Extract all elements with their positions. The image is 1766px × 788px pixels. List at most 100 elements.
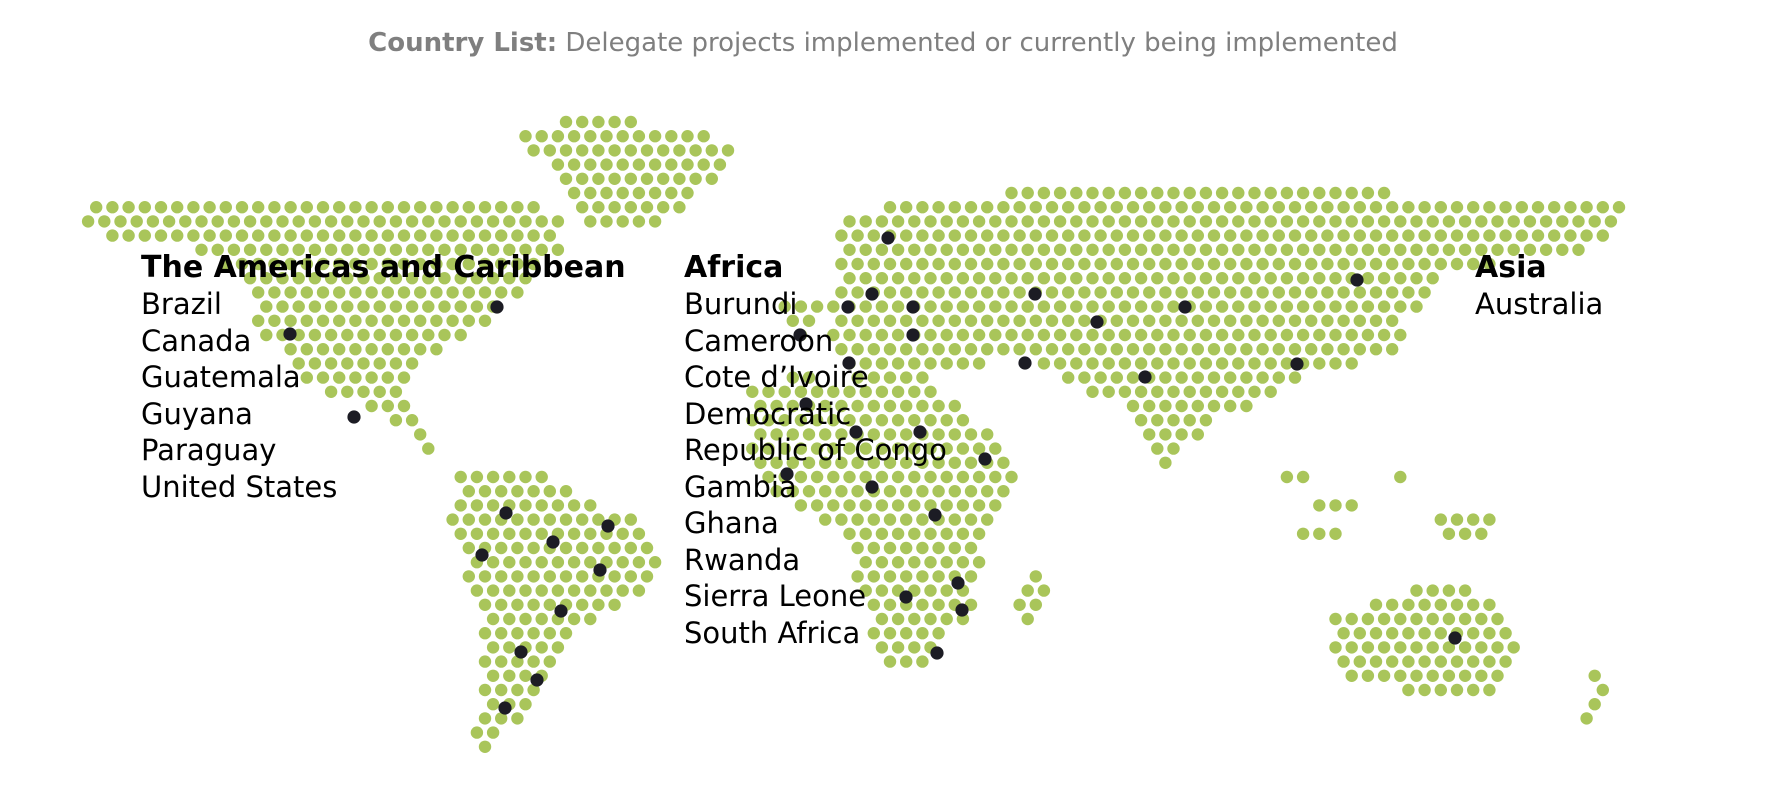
land-dot [252,229,265,242]
land-dot [1394,612,1407,626]
land-dot [794,414,808,427]
land-dot [786,485,799,498]
land-dot [632,527,646,540]
land-dot [1215,385,1229,398]
land-dot [1086,243,1099,256]
land-dot [1102,243,1115,256]
land-dot [511,485,524,498]
land-dot [681,186,694,200]
land-dot [1288,229,1302,242]
land-dot [883,428,897,441]
land-dot [1199,328,1213,342]
land-dot [859,300,872,313]
land-dot [535,130,548,143]
land-dot [916,229,929,242]
land-dot [1313,215,1326,228]
land-dot [1418,598,1431,611]
land-dot [486,669,500,682]
land-dot [908,641,921,654]
land-dot [632,584,646,597]
land-dot [1183,414,1196,427]
land-dot [1248,357,1261,370]
land-dot [1159,428,1172,441]
land-dot [1377,186,1391,200]
land-dot [1329,499,1342,512]
land-dot [478,286,492,299]
land-dot [478,683,492,697]
land-dot [1426,641,1439,654]
land-dot [1167,385,1180,398]
land-dot [657,172,670,185]
land-dot [1394,272,1407,285]
land-dot [1361,669,1375,682]
land-dot [1224,201,1237,214]
land-dot [1450,683,1464,697]
land-dot [1191,201,1205,214]
land-dot [1215,215,1229,228]
land-dot [1207,343,1221,356]
land-dot [1369,655,1383,668]
land-dot [810,470,824,484]
land-dot [405,272,419,285]
land-dot [859,272,872,285]
land-dot [1264,243,1277,256]
land-dot [405,300,419,313]
land-dot [1045,343,1059,356]
land-dot [478,314,492,327]
land-dot [405,215,419,228]
land-dot [1215,272,1229,285]
land-dot [843,215,856,228]
land-dot [316,286,330,299]
land-dot [1329,300,1342,313]
land-dot [867,343,880,356]
region-title-americas: The Americas and Caribbean [141,250,626,285]
land-dot [1151,300,1164,313]
land-dot [284,257,297,271]
land-dot [527,485,540,498]
land-dot [867,428,880,441]
land-dot [470,215,484,228]
land-dot [1402,655,1415,668]
land-dot [1256,229,1269,242]
land-dot [1442,584,1456,597]
land-dot [333,314,346,327]
land-dot [762,442,775,455]
country-item: Australia [1475,287,1604,321]
land-dot [535,584,548,597]
project-marker [1448,631,1462,645]
land-dot [584,158,597,171]
land-dot [430,314,443,327]
land-dot [357,300,370,313]
project-marker [546,535,560,549]
land-dot [592,144,605,157]
land-dot [1418,257,1431,271]
land-dot [324,272,338,285]
land-dot [1386,598,1399,611]
land-dot [1248,186,1261,200]
land-dot [1013,598,1026,611]
land-dot [1256,314,1269,327]
land-dot [1377,612,1391,626]
land-dot [1078,314,1091,327]
land-dot [932,627,945,640]
land-dot [389,243,403,256]
land-dot [1483,598,1496,611]
land-dot [616,527,629,540]
land-dot [1159,371,1172,384]
land-dot [308,215,322,228]
land-dot [519,698,532,711]
land-dot [819,513,832,526]
land-dot [1377,641,1391,654]
land-dot [632,186,646,200]
land-dot [851,570,864,583]
land-dot [252,286,265,299]
land-dot [543,627,556,640]
land-dot [964,314,978,327]
project-marker [799,397,813,411]
land-dot [827,499,840,512]
land-dot [1361,300,1375,313]
land-dot [648,186,662,200]
land-dot [1167,328,1180,342]
region-africa: Africa Burundi Cameroon Cote d’Ivoire De… [684,251,947,651]
land-dot [1134,357,1148,370]
